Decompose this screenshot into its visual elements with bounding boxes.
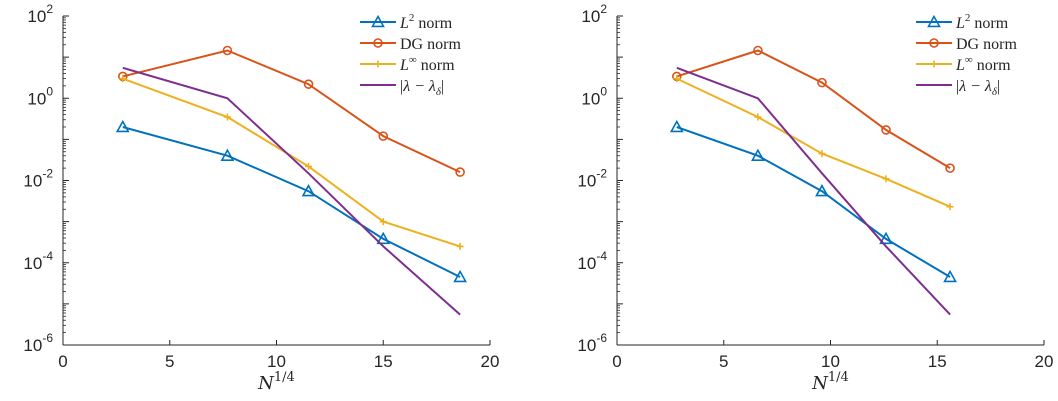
circle-marker	[303, 79, 314, 89]
series-line	[122, 66, 461, 316]
chart-panel-2: 0 5 10 15 20 10-6 10-4 10-2 100 102 N1/4 L2 norm DG …	[577, 2, 1053, 394]
x-axis-label: N1/4	[257, 370, 295, 394]
y-tick-label: 10-2	[577, 167, 607, 191]
x-tick-label: 0	[58, 352, 67, 371]
triangle-marker	[371, 14, 385, 28]
circle-marker	[373, 38, 383, 48]
y-tick-label: 100	[581, 84, 607, 108]
series-line	[676, 66, 951, 316]
x-tick-label: 5	[165, 352, 174, 371]
x-tick-label: 5	[719, 352, 728, 371]
legend-entry: L∞ norm	[399, 54, 455, 74]
series-line	[122, 126, 461, 278]
series-1	[669, 119, 957, 283]
triangle-marker	[669, 119, 684, 133]
y-tick-label: 10-4	[577, 249, 607, 273]
series-line	[676, 49, 951, 169]
y-tick-label: 10-6	[577, 331, 607, 355]
y-tick-label: 102	[581, 2, 607, 26]
triangle-marker	[943, 269, 957, 283]
x-tick-label: 20	[481, 352, 500, 371]
triangle-marker	[927, 14, 941, 28]
triangle-marker	[751, 148, 765, 161]
triangle-marker	[879, 231, 893, 245]
circle-marker	[753, 45, 763, 56]
series-line	[676, 126, 951, 278]
triangle-marker	[220, 148, 235, 161]
legend-entry: DG norm	[400, 36, 461, 53]
chart-panel-1: 0 5 10 15 20 10-6 10-4 10-2 100 102 N1/4 L2 norm DG …	[23, 2, 499, 394]
x-tick-label: 15	[374, 352, 393, 371]
circle-marker	[817, 77, 827, 88]
x-tick-label: 15	[928, 352, 947, 371]
x-axis-label: N1/4	[811, 370, 849, 394]
triangle-marker	[815, 184, 829, 197]
x-tick-label: 0	[612, 352, 621, 371]
triangle-marker	[453, 269, 467, 283]
circle-marker	[945, 163, 955, 173]
series-line	[122, 49, 461, 174]
series-line	[122, 77, 461, 248]
y-tick-label: 102	[27, 2, 53, 26]
circle-marker	[222, 45, 233, 56]
series-4	[676, 66, 951, 316]
y-tick-label: 10-4	[23, 249, 53, 273]
series-3	[119, 75, 464, 250]
circle-marker	[455, 167, 465, 177]
y-tick-label: 100	[27, 84, 53, 108]
legend-entry: |λ − λδ|	[956, 78, 1000, 98]
legend-entry: L2 norm	[399, 12, 453, 32]
legend-entry: |λ − λδ|	[400, 78, 444, 98]
x-tick-label: 10	[821, 352, 840, 371]
triangle-marker	[301, 184, 316, 197]
circle-marker	[881, 125, 891, 135]
legend-entry: DG norm	[956, 36, 1017, 53]
triangle-marker	[115, 119, 130, 133]
series-4	[122, 66, 461, 316]
circle-marker	[378, 131, 389, 141]
triangle-marker	[376, 231, 391, 245]
y-tick-label: 10-2	[23, 167, 53, 191]
circle-marker	[929, 38, 939, 48]
x-tick-label: 10	[267, 352, 286, 371]
x-tick-label: 20	[1035, 352, 1054, 371]
legend-entry: L∞ norm	[955, 54, 1011, 74]
series-2	[117, 45, 465, 177]
legend-entry: L2 norm	[955, 12, 1009, 32]
series-3	[673, 75, 954, 211]
series-1	[115, 119, 467, 283]
y-tick-label: 10-6	[23, 331, 53, 355]
series-2	[671, 45, 955, 173]
